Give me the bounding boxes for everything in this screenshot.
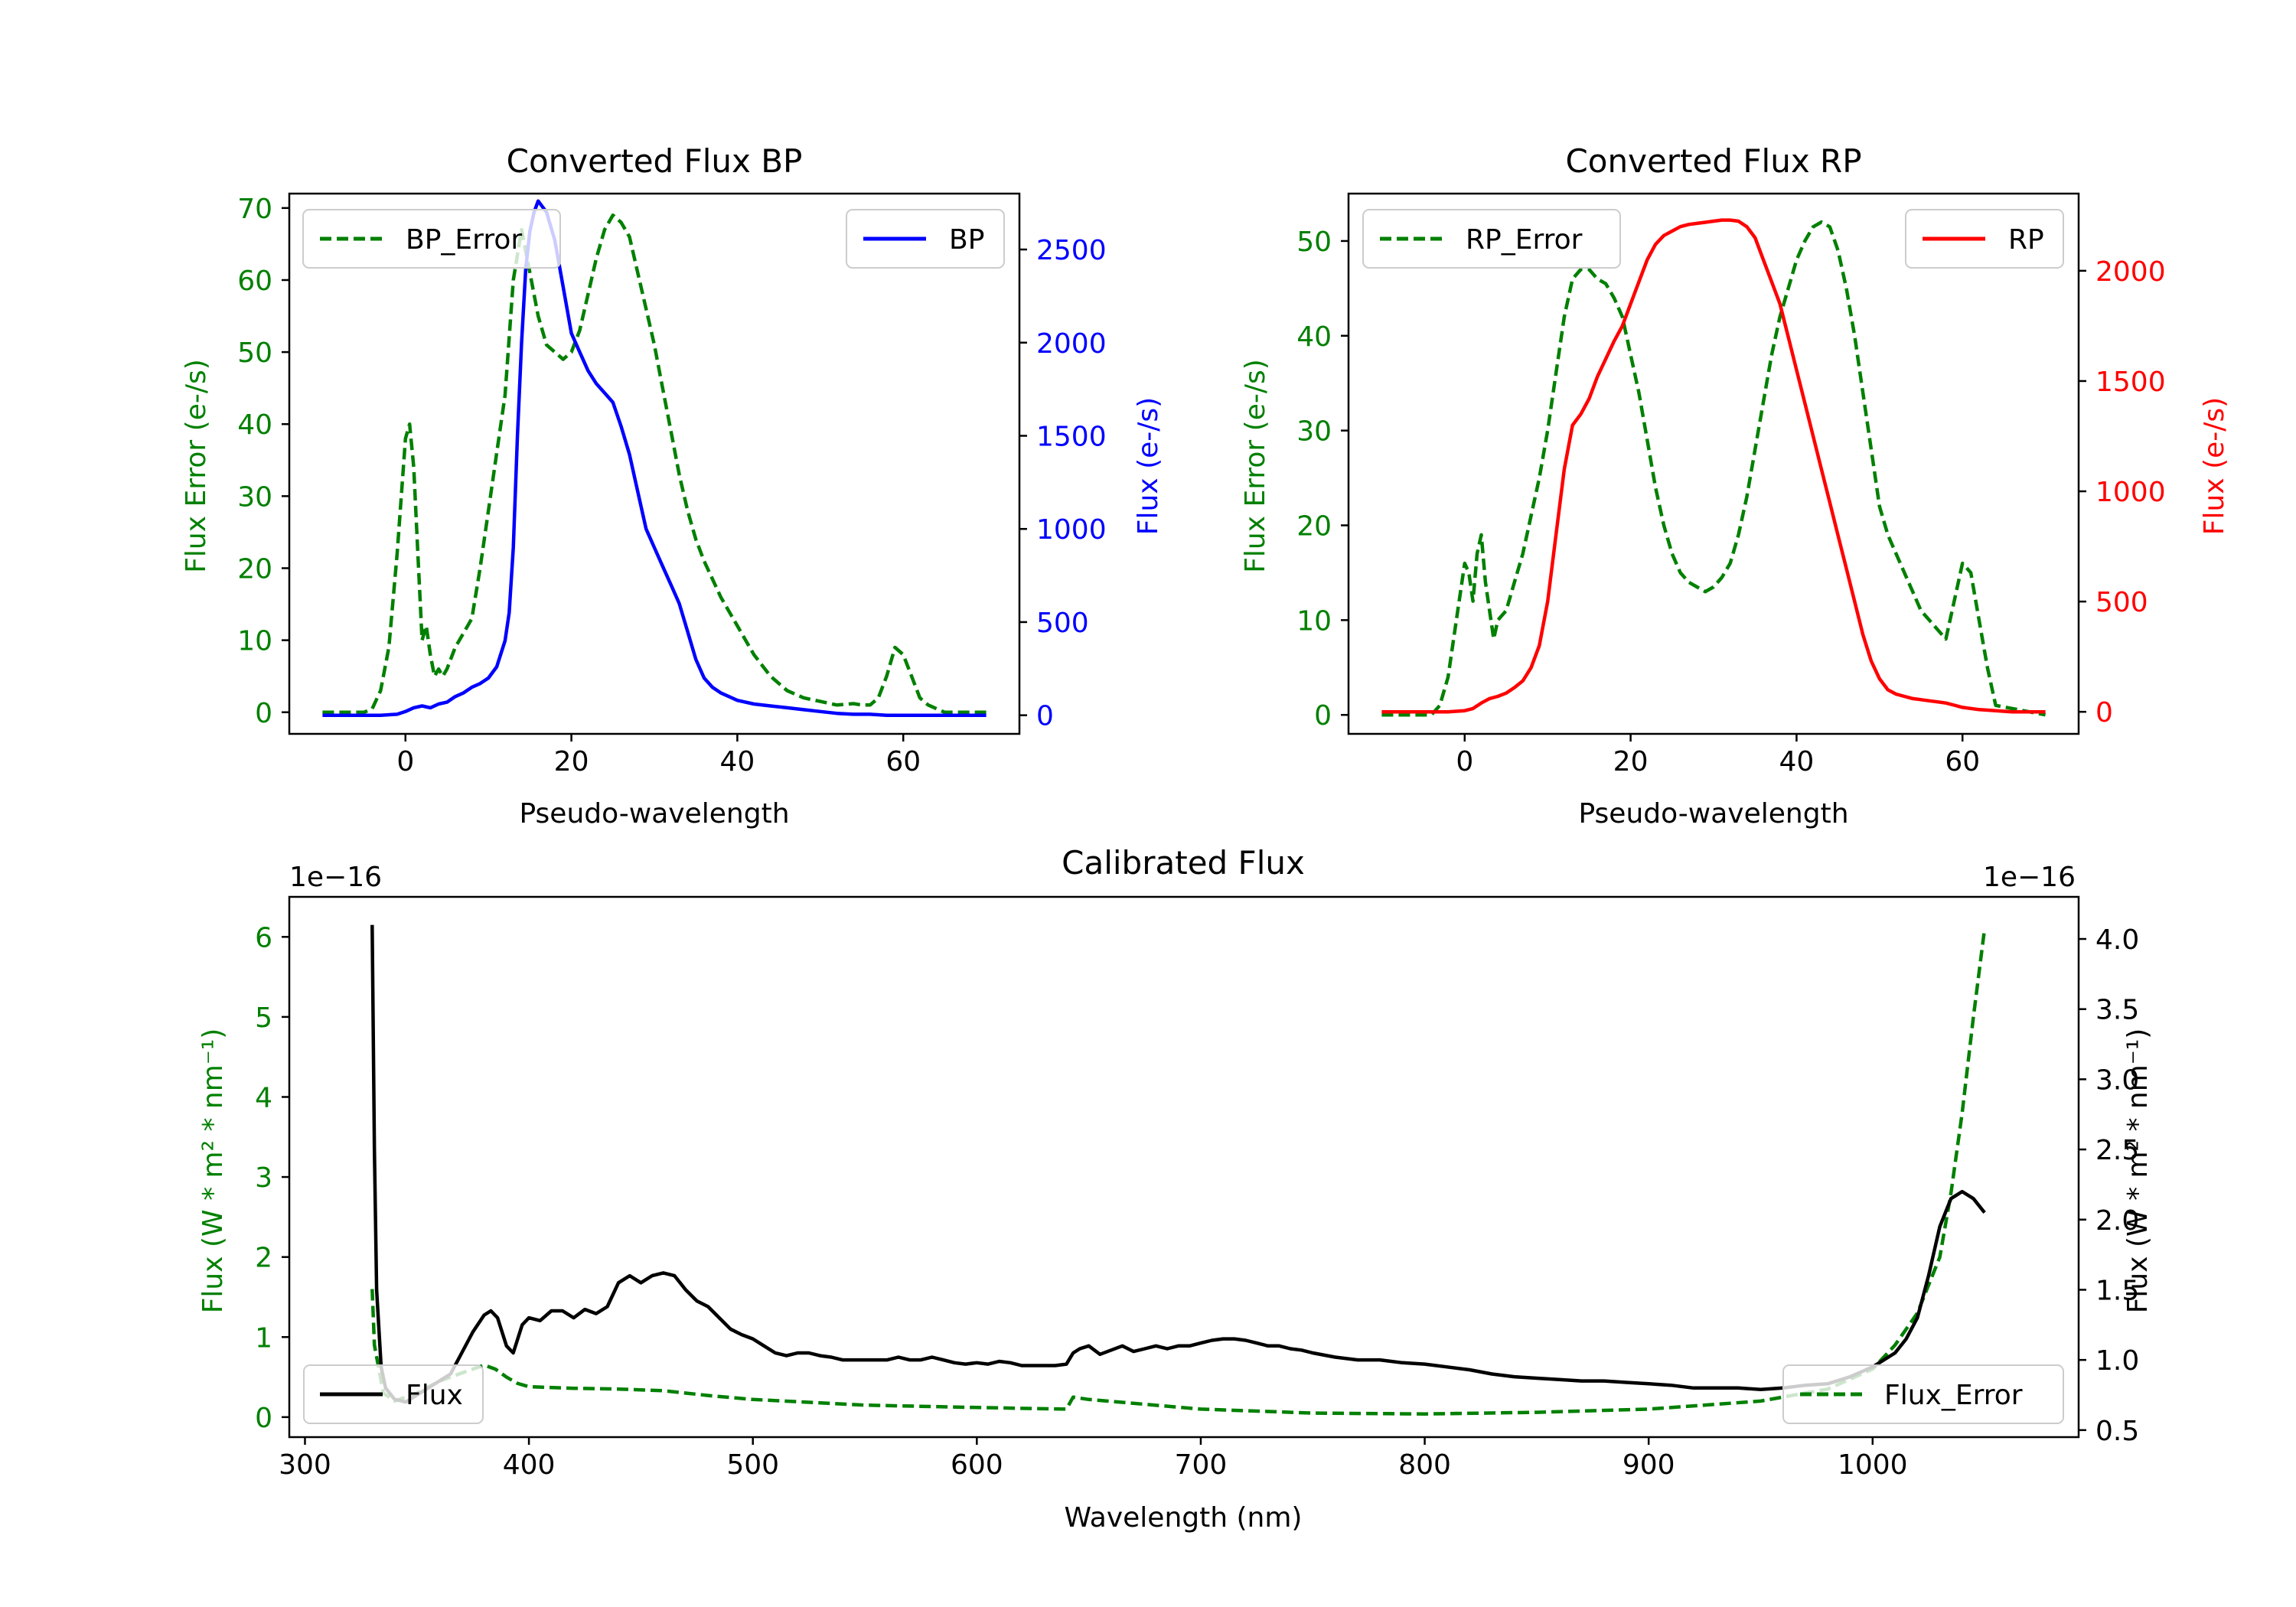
y-right-tick-label-rp-3: 1500 — [2095, 367, 2166, 398]
legend-rp: RP — [1905, 209, 2064, 269]
y-right-tick-label-rp-0: 0 — [2095, 697, 2113, 729]
y-right-tick-label-bp-0: 0 — [1036, 701, 1054, 732]
y-left-tick-label-calibrated-0: 0 — [255, 1403, 272, 1434]
y-right-tick-label-calibrated-7: 4.0 — [2095, 924, 2139, 956]
y-axis-label-right-bp: Flux (e-/s) — [1133, 397, 1164, 535]
y-left-tick-label-bp-2: 20 — [237, 553, 272, 585]
series-line-bp-error — [322, 213, 987, 715]
offset-text-left: 1e−16 — [289, 862, 382, 893]
y-left-tick-label-calibrated-5: 5 — [255, 1002, 272, 1034]
y-axis-label-left-calibrated: Flux (W * m² * nm⁻¹) — [197, 1028, 229, 1314]
y-right-tick-label-calibrated-5: 3.0 — [2095, 1064, 2139, 1096]
y-left-tick-label-bp-4: 40 — [237, 409, 272, 441]
y-left-tick-label-rp-3: 30 — [1296, 416, 1332, 448]
series-line-flux-error — [370, 928, 1987, 1416]
x-tick-label-rp-0: 0 — [1456, 746, 1473, 777]
y-right-tick-label-bp-3: 1500 — [1036, 421, 1107, 452]
y-left-tick-label-bp-5: 50 — [237, 337, 272, 369]
chart-title-calibrated: Calibrated Flux — [1062, 844, 1305, 882]
chart-title-rp: Converted Flux RP — [1565, 142, 1861, 180]
y-right-tick-label-calibrated-3: 2.0 — [2095, 1205, 2139, 1237]
series-line-flux — [370, 924, 1986, 1404]
legend-bp: BP — [846, 209, 1005, 269]
chart-title-bp: Converted Flux BP — [507, 142, 803, 180]
x-tick-label-rp-1: 20 — [1613, 746, 1649, 777]
y-left-tick-label-rp-2: 20 — [1296, 511, 1332, 543]
y-left-tick-label-rp-1: 10 — [1296, 605, 1332, 637]
y-right-tick-label-rp-1: 500 — [2095, 587, 2148, 618]
y-left-tick-label-calibrated-1: 1 — [255, 1322, 272, 1354]
y-left-tick-label-rp-0: 0 — [1314, 700, 1332, 732]
y-left-tick-label-calibrated-2: 2 — [255, 1243, 272, 1274]
x-tick-label-calibrated-5: 800 — [1398, 1449, 1451, 1481]
legend-label-flux-error: Flux_Error — [1884, 1380, 2023, 1411]
y-right-tick-label-bp-1: 500 — [1036, 608, 1089, 639]
x-tick-label-calibrated-3: 600 — [951, 1449, 1003, 1481]
y-right-tick-label-calibrated-0: 0.5 — [2095, 1416, 2139, 1447]
x-tick-label-calibrated-4: 700 — [1175, 1449, 1228, 1481]
legend-flux-error: Flux_Error — [1782, 1364, 2064, 1424]
y-right-tick-label-calibrated-6: 3.5 — [2095, 995, 2139, 1026]
y-left-tick-label-calibrated-4: 4 — [255, 1082, 272, 1113]
x-tick-label-calibrated-7: 1000 — [1838, 1449, 1908, 1481]
y-right-tick-label-calibrated-2: 1.5 — [2095, 1275, 2139, 1306]
y-left-tick-label-bp-3: 30 — [237, 481, 272, 513]
x-tick-label-bp-2: 40 — [720, 746, 755, 777]
legend-rp-error: RP_Error — [1362, 209, 1621, 269]
y-right-tick-label-bp-5: 2500 — [1036, 235, 1107, 266]
plot-frame-rp — [1347, 192, 2080, 735]
series-line-bp — [322, 199, 987, 717]
legend-bp-error: BP_Error — [302, 209, 561, 269]
y-left-tick-label-calibrated-3: 3 — [255, 1162, 272, 1194]
x-axis-label-calibrated: Wavelength (nm) — [1065, 1502, 1303, 1534]
panel-calibrated-flux: Calibrated Flux Wavelength (nm) Flux (W … — [197, 844, 2154, 1534]
y-left-tick-label-rp-4: 40 — [1296, 321, 1332, 353]
legend-label-bp: BP — [949, 224, 984, 256]
y-right-tick-label-rp-2: 1000 — [2095, 477, 2166, 508]
x-tick-label-calibrated-0: 300 — [279, 1449, 331, 1481]
y-axis-label-right-calibrated: Flux (W * m² * nm⁻¹) — [2122, 1028, 2154, 1314]
offset-text-right: 1e−16 — [1983, 862, 2076, 893]
y-axis-label-left-rp: Flux Error (e-/s) — [1240, 359, 1271, 573]
y-axis-label-right-rp: Flux (e-/s) — [2199, 397, 2230, 535]
y-left-tick-label-bp-0: 0 — [255, 698, 272, 729]
x-tick-label-bp-1: 20 — [554, 746, 589, 777]
legend-label-bp-error: BP_Error — [406, 224, 522, 256]
y-right-tick-label-bp-2: 1000 — [1036, 514, 1107, 546]
y-right-tick-label-bp-4: 2000 — [1036, 328, 1107, 360]
panel-converted-flux-bp: Converted Flux BP Pseudo-wavelength Flux… — [181, 142, 1164, 830]
y-right-tick-label-rp-4: 2000 — [2095, 256, 2166, 288]
y-right-tick-label-calibrated-4: 2.5 — [2095, 1135, 2139, 1166]
y-left-tick-label-bp-7: 70 — [237, 194, 272, 225]
x-tick-label-rp-2: 40 — [1779, 746, 1815, 777]
legend-label-rp-error: RP_Error — [1466, 224, 1583, 256]
y-right-tick-label-calibrated-1: 1.0 — [2095, 1345, 2139, 1377]
x-tick-label-calibrated-1: 400 — [503, 1449, 556, 1481]
x-tick-label-rp-3: 60 — [1945, 746, 1980, 777]
x-tick-label-bp-0: 0 — [396, 746, 414, 777]
plot-frame-calibrated — [288, 895, 2080, 1439]
y-axis-label-left-bp: Flux Error (e-/s) — [181, 359, 212, 573]
x-tick-label-calibrated-2: 500 — [726, 1449, 779, 1481]
series-line-rp-error — [1381, 220, 2047, 717]
x-axis-label-bp: Pseudo-wavelength — [519, 798, 789, 830]
y-left-tick-label-rp-5: 50 — [1296, 227, 1332, 258]
y-left-tick-label-bp-6: 60 — [237, 266, 272, 297]
legend-label-flux: Flux — [406, 1380, 463, 1411]
legend-label-rp: RP — [2008, 224, 2044, 256]
y-left-tick-label-calibrated-6: 6 — [255, 922, 272, 953]
x-tick-label-bp-3: 60 — [885, 746, 921, 777]
plot-frame-bp — [288, 192, 1021, 735]
series-line-rp — [1381, 218, 2046, 714]
legend-flux: Flux — [303, 1364, 484, 1424]
y-left-tick-label-bp-1: 10 — [237, 626, 272, 657]
x-axis-label-rp: Pseudo-wavelength — [1578, 798, 1848, 830]
x-tick-label-calibrated-6: 900 — [1623, 1449, 1675, 1481]
panel-converted-flux-rp: Converted Flux RP Pseudo-wavelength Flux… — [1240, 142, 2230, 830]
